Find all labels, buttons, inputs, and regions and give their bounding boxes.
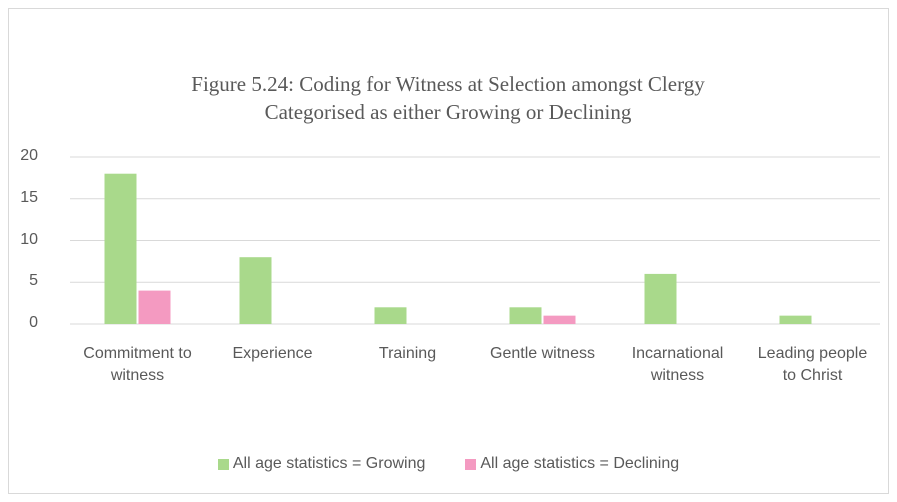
bar bbox=[779, 315, 812, 324]
chart-border bbox=[8, 8, 889, 494]
legend-label: All age statistics = Growing bbox=[232, 455, 426, 472]
y-tick-label: 15 bbox=[20, 188, 38, 206]
bar bbox=[374, 307, 407, 324]
y-tick-label: 0 bbox=[29, 314, 38, 331]
bar bbox=[644, 273, 677, 324]
y-tick-label: 10 bbox=[20, 230, 38, 248]
x-tick-label: Incarnational witness bbox=[631, 345, 724, 384]
legend-swatch bbox=[217, 458, 229, 470]
legend: All age statistics = Growing All age stat… bbox=[0, 455, 897, 473]
bar bbox=[543, 315, 576, 324]
legend-swatch bbox=[465, 458, 477, 470]
bar bbox=[509, 307, 542, 324]
y-tick-label: 20 bbox=[20, 147, 38, 164]
x-tick-label: Experience bbox=[232, 345, 313, 362]
x-tick-label: Training bbox=[378, 345, 437, 362]
bar bbox=[104, 173, 137, 324]
y-tick-label: 5 bbox=[29, 272, 38, 290]
legend-item: All age statistics = Growing bbox=[217, 455, 426, 473]
x-tick-label: Leading people to Christ bbox=[757, 345, 868, 384]
legend-item: All age statistics = Declining bbox=[465, 455, 679, 473]
legend-label: All age statistics = Declining bbox=[480, 455, 680, 472]
x-tick-label: Commitment to witness bbox=[83, 345, 192, 384]
bar bbox=[138, 290, 171, 324]
chart-title: Figure 5.24: Coding for Witness at Selec… bbox=[191, 72, 705, 124]
x-tick-label: Gentle witness bbox=[490, 345, 595, 362]
bar bbox=[239, 257, 272, 324]
